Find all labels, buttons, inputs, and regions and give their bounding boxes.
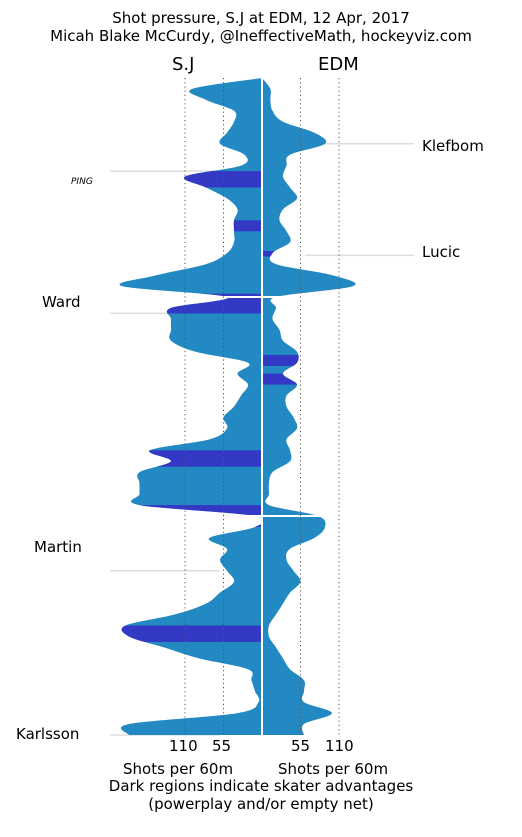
sj-advantage-band-5 bbox=[119, 450, 262, 467]
chart-title-line2: Micah Blake McCurdy, @IneffectiveMath, h… bbox=[50, 27, 472, 45]
annotation-ping: PING bbox=[71, 177, 93, 187]
team-left-label: S.J bbox=[172, 54, 195, 75]
sj-shot-area bbox=[119, 78, 266, 735]
sj-advantage-band-8 bbox=[119, 625, 262, 642]
sj-advantage-band-7 bbox=[119, 516, 262, 527]
sj-advantage-band-2 bbox=[119, 220, 262, 232]
annotation-martin: Martin bbox=[34, 538, 82, 556]
annotation-klefbom: Klefbom bbox=[422, 137, 484, 155]
xlabel-right: Shots per 60m bbox=[278, 760, 389, 778]
xtick-right-110: 110 bbox=[325, 737, 354, 755]
xtick-right-55: 55 bbox=[291, 737, 311, 755]
annotation-ward: Ward bbox=[42, 293, 81, 311]
edm-advantage-band-3 bbox=[262, 373, 356, 385]
footnote-line2: (powerplay and/or empty net) bbox=[148, 795, 374, 813]
xlabel-left: Shots per 60m bbox=[123, 760, 234, 778]
footnote-line1: Dark regions indicate skater advantages bbox=[108, 777, 414, 795]
xtick-left-110: 110 bbox=[169, 737, 198, 755]
edm-shot-area bbox=[262, 78, 356, 735]
sj-advantage-band-6 bbox=[119, 505, 262, 516]
annotation-lucic: Lucic bbox=[422, 243, 461, 261]
xtick-left-55: 55 bbox=[212, 737, 232, 755]
chart-title-line1: Shot pressure, S.J at EDM, 12 Apr, 2017 bbox=[112, 9, 410, 27]
sj-advantage-band-4 bbox=[119, 297, 262, 314]
annotation-karlsson: Karlsson bbox=[16, 725, 80, 743]
sj-advantage-band-1 bbox=[119, 171, 262, 188]
team-right-label: EDM bbox=[318, 54, 359, 75]
